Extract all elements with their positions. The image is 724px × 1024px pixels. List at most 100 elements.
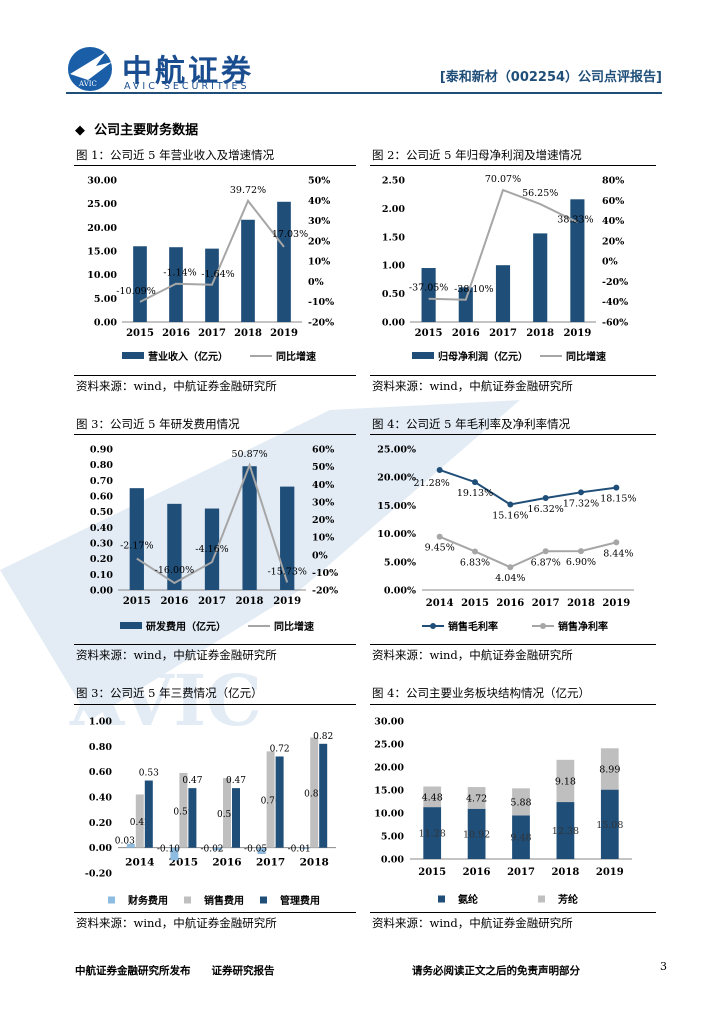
fig2-data-label: 56.25% [522, 188, 558, 199]
fig5-data-label: 0.59 [173, 807, 193, 817]
fig5-bar [275, 756, 284, 848]
fig2-bar [533, 233, 548, 322]
section-title-text: 公司主要财务数据 [94, 123, 199, 138]
fig6-y-tick-label: 5.00 [381, 832, 405, 843]
watermark-text: AVIC [69, 659, 262, 742]
fig1-source: 资料来源：wind，中航证券金融研究所 [76, 379, 277, 393]
fig2-left-tick-label: 0.50 [382, 289, 406, 300]
header-rule [66, 92, 662, 94]
legend-label-0: 销售毛利率 [448, 620, 498, 633]
fig2-left-tick-label: 1.00 [382, 261, 406, 272]
fig6-bar-segment [467, 808, 486, 859]
fig2-right-tick-label: 60% [602, 196, 624, 207]
fig6-bar-segment [600, 789, 619, 859]
fig4-point [542, 494, 549, 501]
fig3-bar [280, 486, 295, 590]
fig4-x-tick-label: 2014 [426, 598, 454, 609]
fig6-x-tick-label: 2016 [463, 867, 491, 878]
fig6-data-label: 4.48 [422, 792, 443, 803]
fig4-bottom-rule [370, 644, 656, 645]
fig1-bottom-rule [74, 375, 356, 376]
fig1-caption: 图 1：公司近 5 年营业收入及增速情况 [76, 148, 275, 162]
fig2-right-tick-label: -40% [602, 297, 628, 308]
fig5-data-label: 0.53 [139, 769, 159, 779]
fig5-y-tick-label: 0.40 [89, 793, 113, 804]
fig1-left-tick-label: 15.00 [87, 247, 117, 258]
fig5-bar [188, 788, 197, 848]
fig1-x-tick-label: 2018 [234, 328, 262, 339]
fig2-x-tick-label: 2018 [526, 328, 554, 339]
fig6-x-tick-label: 2018 [551, 867, 579, 878]
fig2-left-tick-label: 0.00 [382, 318, 406, 329]
footer-publisher: 中航证券金融研究所发布 证券研究报告 [75, 965, 275, 977]
fig3-caption: 图 3：公司近 5 年研发费用情况 [76, 417, 240, 431]
fig2-x-tick-label: 2016 [452, 328, 480, 339]
legend-marker-1 [540, 623, 546, 629]
emblem-text: AVIC [78, 80, 97, 88]
fig3-bar [204, 508, 220, 590]
fig5-y-tick-label: 0.80 [89, 742, 113, 753]
fig2-right-tick-label: 20% [602, 236, 624, 247]
fig2-chart: 0.00 0.50 1.00 1.50 2.00 2.50 -60% -40% -20% 0% 20… [382, 174, 628, 363]
fig2-data-label: -38.10% [454, 284, 493, 295]
fig5-bottom-rule [74, 912, 356, 913]
legend-label-1: 销售费用 [204, 894, 244, 907]
fig1-data-label: 39.72% [230, 185, 266, 196]
fig6-x-tick-label: 2015 [418, 867, 446, 878]
fig5-bar [126, 843, 135, 848]
fig3-x-tick-label: 2015 [123, 596, 151, 607]
fig4-point [436, 466, 443, 473]
fig3-data-label: -16.00% [155, 565, 194, 576]
fig3-data-label: 50.87% [231, 449, 267, 460]
legend-label-0: 氨纶 [458, 893, 478, 906]
fig1-data-label: -1.64% [201, 269, 234, 280]
fig4-data-label: 6.90% [566, 557, 596, 568]
fig3-top-rule [74, 434, 356, 435]
fig1-left-tick-label: 10.00 [87, 270, 117, 281]
fig4-source: 资料来源：wind，中航证券金融研究所 [372, 648, 573, 662]
legend-label-0: 归母净利润（亿元） [438, 350, 528, 363]
fig3-right-tick-label: 20% [312, 515, 334, 526]
fig5-y-tick-label: 1.00 [89, 717, 113, 728]
fig2-bar [495, 265, 511, 322]
fig5-y-tick-label: 0.20 [89, 818, 113, 829]
legend-swatch-0 [120, 622, 142, 629]
fig2-x-tick-label: 2015 [415, 328, 443, 339]
legend-swatch-0 [412, 352, 434, 359]
fig5-bar [135, 794, 144, 848]
fig3-right-tick-label: 0% [312, 550, 328, 561]
fig4-point [436, 533, 443, 540]
fig5-data-label: -0.05 [244, 845, 267, 855]
fig1-bar [277, 201, 291, 322]
fig3-bar [242, 466, 257, 590]
fig4-y-tick-label: 0.00% [384, 586, 416, 597]
fig4-data-label: 8.44% [603, 548, 633, 559]
fig3-growth-line [136, 462, 289, 585]
fig5-x-tick-label: 2018 [300, 857, 329, 869]
fig1-right-tick-label: -10% [308, 297, 334, 308]
legend-label-1: 芳纶 [558, 893, 578, 906]
fig6-bar-segment [512, 815, 530, 859]
fig2-left-tick-label: 1.50 [382, 232, 406, 243]
fig2-bar [421, 268, 436, 322]
avic-watermark: AVIC [0, 400, 520, 742]
fig4-data-label: 6.87% [531, 557, 561, 568]
fig3-x-tick-label: 2019 [273, 596, 301, 607]
fig3-left-tick-label: 0.50 [90, 507, 114, 518]
fig1-growth-line [139, 198, 285, 303]
fig6-top-rule [370, 704, 656, 705]
fig4-x-tick-label: 2018 [567, 598, 595, 609]
fig3-bar [167, 503, 182, 590]
fig6-bar-segment [512, 788, 530, 816]
fig6-data-label: 5.88 [510, 797, 531, 808]
fig3-right-tick-label: 30% [312, 497, 334, 508]
fig4-point [542, 548, 549, 555]
fig4-data-label: 19.13% [457, 488, 493, 499]
company-logo: AVIC 中航证券 AVIC SECURITIES [66, 44, 266, 94]
fig2-source: 资料来源：wind，中航证券金融研究所 [372, 379, 573, 393]
fig5-data-label: 0.47 [226, 776, 246, 786]
fig4-point [613, 484, 620, 491]
fig4-data-label: 15.16% [492, 510, 528, 521]
fig2-growth-line [428, 188, 578, 301]
fig2-x-tick-label: 2019 [563, 328, 591, 339]
